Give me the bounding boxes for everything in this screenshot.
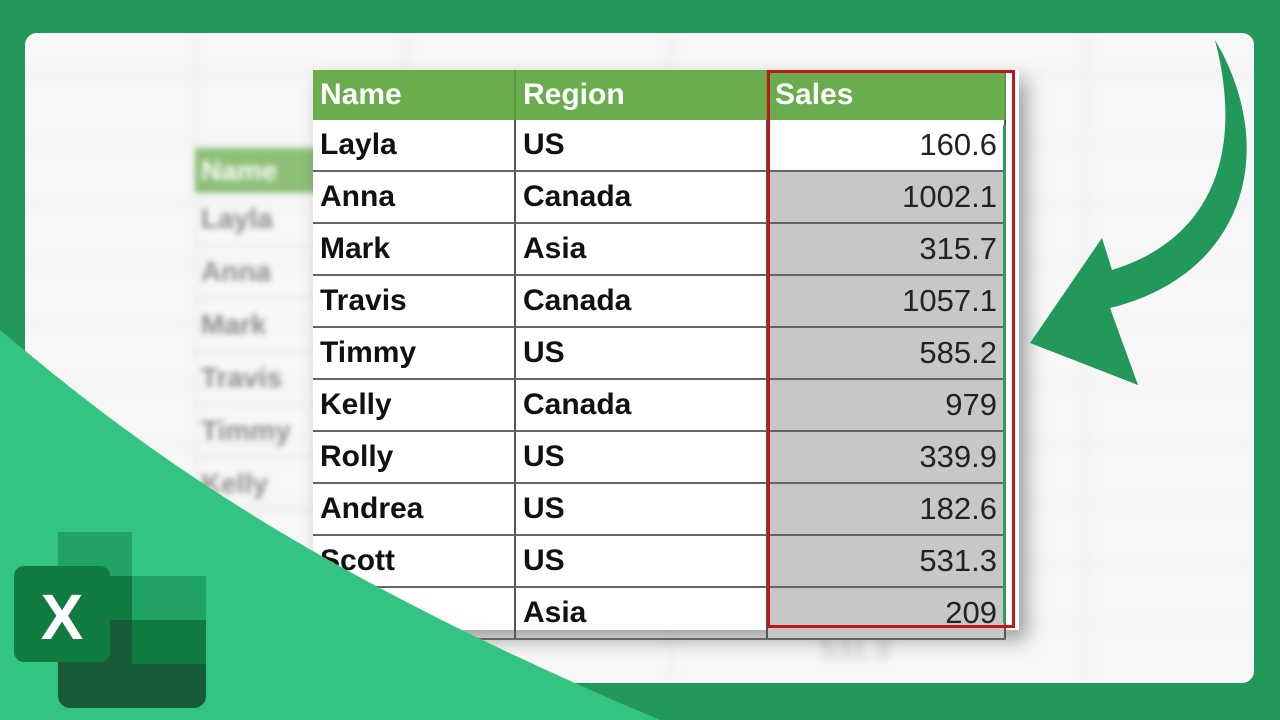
sales-cell[interactable]: 339.9 [767,431,1006,484]
blurred-name: Travis [195,352,335,405]
excel-logo-icon: X [14,532,206,708]
sales-cell[interactable]: 531.3 [767,535,1006,588]
table-row: Layla US 160.6 [313,120,1006,172]
table-row: Mark Asia 315.7 [313,223,1006,276]
region-cell[interactable]: US [515,483,768,536]
header-row: Name Region Sales [313,70,1006,120]
blurred-header: Name [195,148,335,193]
region-cell[interactable]: Asia [515,223,768,276]
table-row: Travis Canada 1057.1 [313,275,1006,328]
name-cell[interactable]: Layla [313,120,516,172]
excel-logo-letter: X [41,581,84,653]
region-cell[interactable]: Canada [515,379,768,432]
table-row: Andrea US 182.6 [313,483,1006,536]
name-cell[interactable]: Kelly [313,379,516,432]
table-row: Anna Canada 1002.1 [313,171,1006,224]
region-cell[interactable]: Canada [515,275,768,328]
table-row: Scott US 531.3 [313,535,1006,588]
curved-arrow-icon [1030,40,1247,385]
sales-cell[interactable]: 182.6 [767,483,1006,536]
table-row: Timmy US 585.2 [313,327,1006,380]
name-cell[interactable]: Mark [313,223,516,276]
blurred-name: Timmy [195,405,335,458]
sales-cell[interactable]: 1057.1 [767,275,1006,328]
region-cell[interactable]: US [515,327,768,380]
selection-border [1003,125,1006,623]
name-cell[interactable]: Timmy [313,327,516,380]
blurred-name: Mark [195,299,335,352]
region-cell[interactable]: Canada [515,171,768,224]
header-sales[interactable]: Sales [767,70,1006,120]
region-cell[interactable]: Asia [515,587,768,640]
sales-table-panel: Name Region Sales Layla US 160.6 Anna Ca… [313,70,1019,640]
name-cell[interactable]: Andrea [313,483,516,536]
table-row: Kelly Canada 979 [313,379,1006,432]
sales-cell[interactable]: 315.7 [767,223,1006,276]
name-cell[interactable]: Travis [313,275,516,328]
sales-cell[interactable]: 209 [767,587,1006,640]
region-cell[interactable]: US [515,431,768,484]
sales-cell[interactable]: 585.2 [767,327,1006,380]
sales-cell[interactable]: 160.6 [767,120,1006,172]
table-row: Rolly US 339.9 [313,431,1006,484]
blurred-table: Name Layla Anna Mark Travis Timmy Kelly … [195,148,335,564]
sales-cell[interactable]: 979 [767,379,1006,432]
region-cell[interactable]: US [515,535,768,588]
region-cell[interactable]: US [515,120,768,172]
header-name[interactable]: Name [313,70,516,120]
sales-table: Name Region Sales Layla US 160.6 Anna Ca… [313,70,1006,640]
blurred-name: Layla [195,193,335,246]
header-region[interactable]: Region [515,70,768,120]
sales-cell[interactable]: 1002.1 [767,171,1006,224]
name-cell[interactable]: Anna [313,171,516,224]
name-cell[interactable]: Rolly [313,431,516,484]
blurred-name: Anna [195,246,335,299]
